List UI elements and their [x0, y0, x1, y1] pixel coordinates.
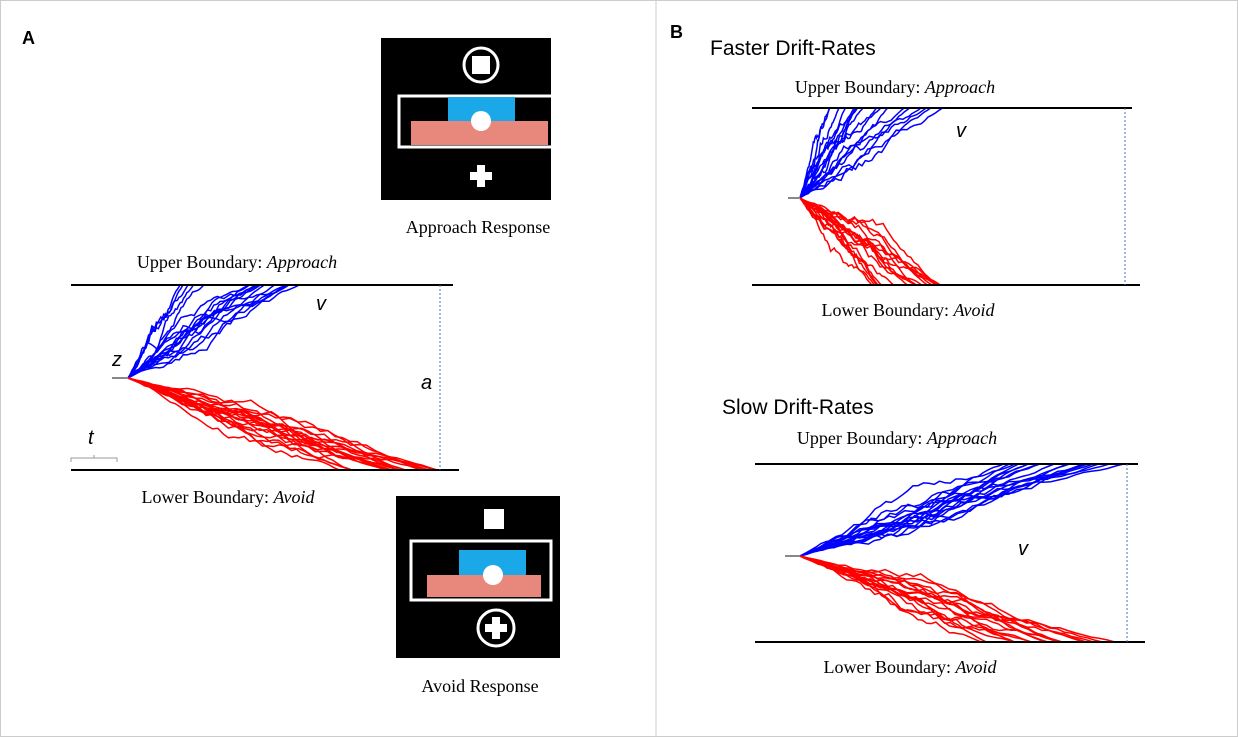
boundary-label: Lower Boundary: Avoid: [824, 657, 998, 677]
panel-label: A: [22, 28, 35, 48]
frame: [1, 1, 1238, 737]
caption: Avoid Response: [421, 676, 538, 696]
param-label: v: [316, 293, 327, 315]
param-label: a: [421, 372, 432, 394]
param-label: v: [1018, 538, 1029, 560]
boundary-label: Upper Boundary: Approach: [797, 428, 997, 448]
section-title: Faster Drift-Rates: [710, 37, 876, 60]
boundary-label: Lower Boundary: Avoid: [822, 300, 996, 320]
panel-label: B: [670, 22, 683, 42]
boundary-label: Upper Boundary: Approach: [795, 77, 995, 97]
figure: A Approach Response Upper Boundary: Appr…: [0, 0, 1238, 737]
section-title: Slow Drift-Rates: [722, 396, 874, 419]
caption: Approach Response: [406, 217, 550, 237]
boundary-label: Lower Boundary: Avoid: [142, 487, 316, 507]
param-label: v: [956, 120, 967, 142]
boundary-label: Upper Boundary: Approach: [137, 252, 337, 272]
avoid-screen: [396, 496, 560, 658]
approach-screen: [381, 38, 562, 200]
param-label: z: [111, 349, 122, 371]
